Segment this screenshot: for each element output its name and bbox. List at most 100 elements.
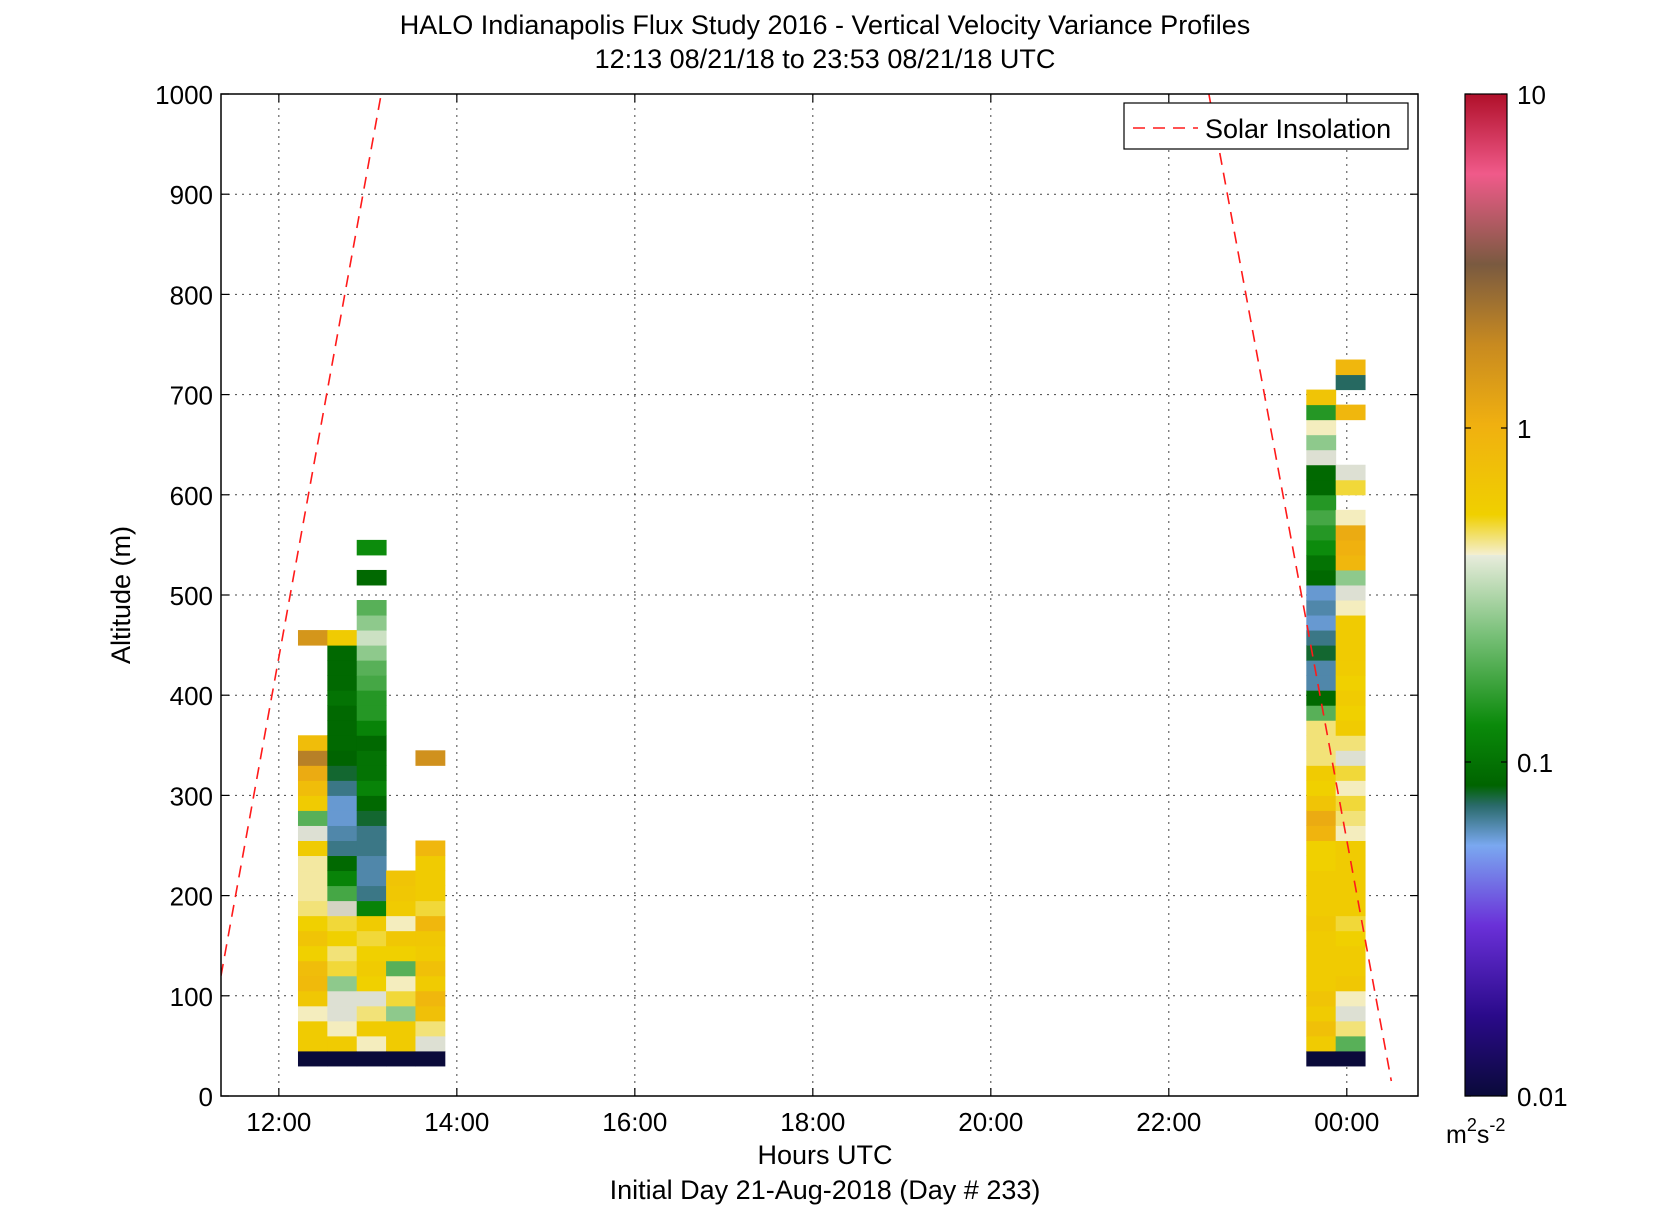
variance-cell bbox=[356, 539, 387, 556]
variance-cell bbox=[1306, 434, 1337, 451]
variance-cell bbox=[327, 675, 358, 691]
variance-cell bbox=[327, 975, 358, 992]
variance-cell bbox=[1306, 539, 1337, 556]
variance-cell bbox=[356, 690, 387, 706]
variance-cell bbox=[297, 810, 328, 826]
variance-cell bbox=[386, 915, 416, 932]
colorbar-ticks: 0.01 0.1 1 10 bbox=[1465, 80, 1568, 1112]
variance-cell bbox=[386, 885, 416, 902]
x-axis-label: Hours UTC bbox=[757, 1140, 892, 1170]
variance-cell bbox=[415, 1020, 446, 1037]
variance-cell bbox=[1306, 885, 1337, 902]
variance-cell bbox=[1335, 464, 1366, 481]
variance-cell bbox=[356, 645, 387, 661]
variance-cell bbox=[1335, 825, 1366, 841]
variance-cell bbox=[1335, 569, 1366, 586]
y-tick-label: 200 bbox=[170, 882, 213, 912]
variance-cell bbox=[356, 915, 387, 932]
variance-cell bbox=[356, 930, 387, 947]
variance-cell bbox=[356, 615, 387, 631]
colorbar-units-mid: s bbox=[1477, 1121, 1490, 1149]
x-tick-label: 12:00 bbox=[246, 1107, 311, 1137]
variance-cell bbox=[297, 780, 328, 796]
variance-cell bbox=[327, 960, 358, 977]
variance-cell bbox=[1335, 795, 1366, 811]
variance-cell bbox=[415, 930, 446, 947]
variance-cell bbox=[327, 1005, 358, 1022]
variance-cell bbox=[1335, 810, 1366, 826]
variance-cell bbox=[415, 975, 446, 992]
variance-cell bbox=[1335, 645, 1366, 661]
variance-cell bbox=[356, 630, 387, 646]
variance-cell bbox=[1335, 945, 1366, 962]
variance-cell bbox=[1306, 930, 1337, 947]
variance-cell bbox=[1335, 990, 1366, 1007]
x-tick-label: 00:00 bbox=[1314, 1107, 1379, 1137]
variance-cell bbox=[327, 735, 358, 751]
variance-cell bbox=[1335, 720, 1366, 736]
variance-cell bbox=[1335, 660, 1366, 676]
variance-cell bbox=[415, 900, 446, 917]
variance-cell bbox=[415, 840, 446, 857]
variance-cell bbox=[1306, 645, 1337, 661]
variance-cell bbox=[1335, 554, 1366, 571]
variance-cell bbox=[1335, 584, 1366, 601]
colorbar-tick-label: 1 bbox=[1517, 414, 1531, 444]
variance-cell bbox=[297, 1020, 328, 1037]
variance-cell bbox=[327, 1020, 358, 1037]
legend: Solar Insolation bbox=[1123, 102, 1409, 150]
variance-cell bbox=[356, 840, 387, 857]
legend-label: Solar Insolation bbox=[1205, 114, 1391, 144]
variance-cell bbox=[415, 885, 446, 902]
colorbar-tick-label: 10 bbox=[1517, 80, 1546, 110]
variance-cell bbox=[1306, 855, 1337, 872]
variance-cell bbox=[415, 870, 446, 887]
variance-cell bbox=[1306, 675, 1337, 691]
x-tick-label: 20:00 bbox=[958, 1107, 1023, 1137]
y-tick-label: 400 bbox=[170, 681, 213, 711]
variance-cell bbox=[356, 765, 387, 781]
variance-cell bbox=[297, 825, 328, 841]
variance-cell bbox=[1306, 735, 1337, 751]
variance-cell bbox=[1335, 1035, 1366, 1052]
variance-cell bbox=[1335, 930, 1366, 947]
variance-cell bbox=[415, 1050, 446, 1067]
variance-cell bbox=[297, 990, 328, 1007]
variance-cell bbox=[415, 750, 446, 766]
variance-cell bbox=[356, 750, 387, 766]
variance-cell bbox=[327, 915, 358, 932]
y-tick-label: 800 bbox=[170, 280, 213, 310]
variance-cell bbox=[1335, 524, 1366, 541]
variance-cell bbox=[327, 705, 358, 721]
variance-cell bbox=[415, 945, 446, 962]
variance-cell bbox=[386, 1035, 416, 1052]
variance-cell bbox=[327, 840, 358, 857]
variance-cell bbox=[327, 885, 358, 902]
variance-cell bbox=[1306, 404, 1337, 421]
variance-cell bbox=[297, 1050, 328, 1067]
variance-cell bbox=[1335, 615, 1366, 631]
variance-cell bbox=[1335, 630, 1366, 646]
colorbar: 0.01 0.1 1 10 m2s-2 bbox=[1446, 80, 1568, 1149]
colorbar-tick-label: 0.1 bbox=[1517, 748, 1553, 778]
variance-cell bbox=[356, 855, 387, 872]
variance-cell bbox=[356, 780, 387, 796]
variance-cell bbox=[1335, 479, 1366, 496]
variance-cell bbox=[1306, 479, 1337, 496]
variance-cell bbox=[297, 915, 328, 932]
variance-cell bbox=[1306, 945, 1337, 962]
variance-cell bbox=[356, 795, 387, 811]
variance-cell bbox=[297, 870, 328, 887]
variance-cell bbox=[1335, 600, 1366, 616]
variance-cell bbox=[356, 975, 387, 992]
chart-title-line1: HALO Indianapolis Flux Study 2016 - Vert… bbox=[400, 10, 1250, 40]
variance-cell bbox=[327, 765, 358, 781]
variance-cell bbox=[297, 750, 328, 766]
variance-cell bbox=[386, 900, 416, 917]
variance-cell bbox=[1335, 735, 1366, 751]
variance-cell bbox=[297, 945, 328, 962]
variance-cell bbox=[386, 930, 416, 947]
variance-cell bbox=[297, 975, 328, 992]
chart-title-line2: 12:13 08/21/18 to 23:53 08/21/18 UTC bbox=[595, 44, 1056, 74]
variance-cell bbox=[327, 690, 358, 706]
